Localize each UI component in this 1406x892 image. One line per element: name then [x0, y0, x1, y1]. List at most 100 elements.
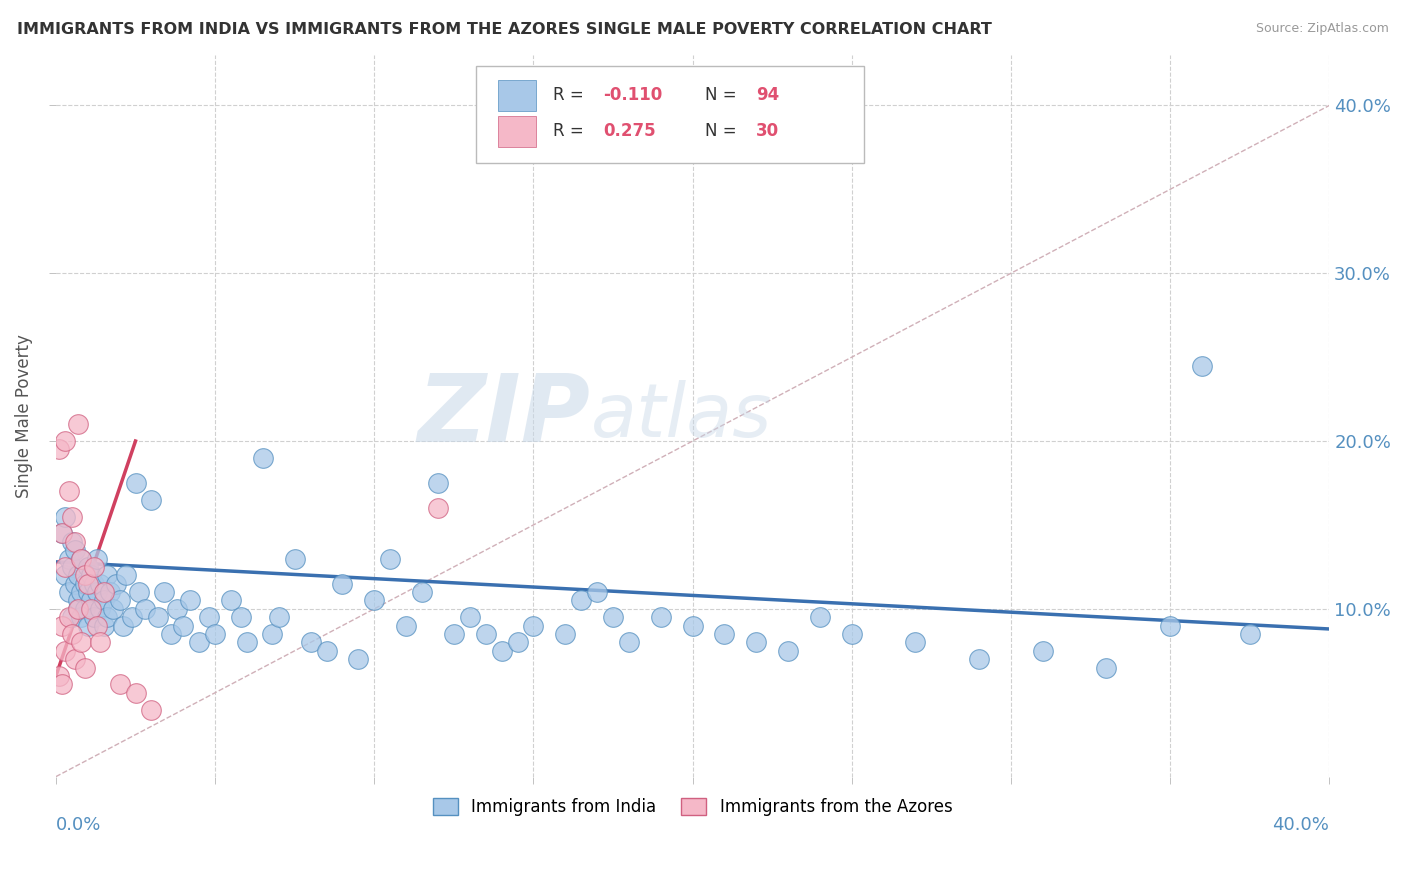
Point [58, 484, 80, 499]
Text: IMMIGRANTS FROM INDIA VS IMMIGRANTS FROM THE AZORES SINGLE MALE POVERTY CORRELAT: IMMIGRANTS FROM INDIA VS IMMIGRANTS FROM… [17, 22, 991, 37]
Point [63, 576, 86, 591]
Point [554, 627, 576, 641]
Point [67, 568, 90, 582]
Point [86, 585, 108, 599]
Point [197, 610, 219, 624]
Point [73, 602, 96, 616]
Point [67, 602, 90, 616]
Point [96, 568, 118, 582]
Text: Source: ZipAtlas.com: Source: ZipAtlas.com [1256, 22, 1389, 36]
Point [51, 526, 73, 541]
Point [67, 602, 90, 616]
Point [141, 492, 163, 507]
Point [841, 627, 863, 641]
Point [55, 568, 77, 582]
Point [67, 417, 90, 432]
Point [332, 576, 354, 591]
Point [229, 610, 252, 624]
Point [55, 560, 77, 574]
Point [411, 585, 433, 599]
Point [617, 635, 640, 649]
Point [904, 635, 927, 649]
Point [426, 475, 449, 490]
Point [96, 610, 118, 624]
Point [967, 652, 990, 666]
Point [93, 618, 115, 632]
Point [76, 618, 98, 632]
Point [1191, 359, 1213, 373]
Point [86, 618, 108, 632]
Point [284, 551, 307, 566]
Point [586, 585, 609, 599]
Point [55, 509, 77, 524]
Point [1159, 618, 1181, 632]
Y-axis label: Single Male Poverty: Single Male Poverty [15, 334, 32, 498]
Point [172, 618, 194, 632]
Text: 30: 30 [756, 122, 779, 140]
Point [443, 627, 465, 641]
Point [76, 576, 98, 591]
Point [236, 635, 259, 649]
Point [108, 593, 131, 607]
Point [474, 627, 496, 641]
Legend: Immigrants from India, Immigrants from the Azores: Immigrants from India, Immigrants from t… [426, 791, 959, 822]
Point [93, 585, 115, 599]
Point [60, 627, 83, 641]
Point [146, 610, 169, 624]
FancyBboxPatch shape [477, 66, 865, 163]
Point [70, 610, 93, 624]
Point [51, 526, 73, 541]
Text: R =: R = [553, 122, 589, 140]
Point [73, 576, 96, 591]
Point [60, 610, 83, 624]
Point [188, 635, 211, 649]
Point [80, 602, 103, 616]
Point [67, 593, 90, 607]
Point [76, 585, 98, 599]
Point [70, 585, 93, 599]
Point [89, 576, 111, 591]
Point [713, 627, 735, 641]
Point [51, 677, 73, 691]
Point [98, 585, 121, 599]
Point [58, 610, 80, 624]
Point [380, 551, 402, 566]
Text: N =: N = [706, 86, 742, 103]
Point [363, 593, 385, 607]
Point [111, 618, 134, 632]
Point [80, 593, 103, 607]
Point [267, 610, 290, 624]
Point [115, 568, 138, 582]
Point [745, 635, 768, 649]
Point [1032, 644, 1054, 658]
Point [55, 644, 77, 658]
Point [569, 593, 592, 607]
Point [179, 593, 201, 607]
Text: N =: N = [706, 122, 742, 140]
Point [778, 644, 800, 658]
Point [682, 618, 704, 632]
Point [73, 568, 96, 582]
Text: -0.110: -0.110 [603, 86, 662, 103]
Point [108, 677, 131, 691]
Point [166, 602, 188, 616]
Point [70, 551, 93, 566]
Point [70, 635, 93, 649]
Text: R =: R = [553, 86, 589, 103]
Point [491, 644, 513, 658]
Point [204, 627, 226, 641]
Text: 40.0%: 40.0% [1272, 816, 1329, 834]
Point [602, 610, 624, 624]
Text: 0.275: 0.275 [603, 122, 657, 140]
Point [60, 560, 83, 574]
Point [315, 644, 337, 658]
Point [58, 585, 80, 599]
Point [262, 627, 284, 641]
Point [105, 576, 128, 591]
Point [219, 593, 242, 607]
Point [63, 652, 86, 666]
Point [124, 686, 146, 700]
Text: 94: 94 [756, 86, 779, 103]
Point [83, 610, 105, 624]
Point [89, 602, 111, 616]
